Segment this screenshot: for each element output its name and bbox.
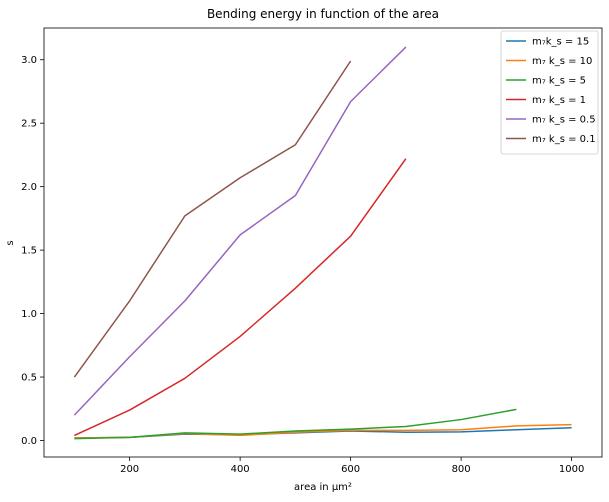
chart-title: Bending energy in function of the area bbox=[207, 7, 439, 21]
series-line-4 bbox=[73, 46, 407, 416]
legend-entry: m₇ k_s = 0.5 bbox=[532, 115, 596, 126]
legend-entry: m₇ k_s = 10 bbox=[532, 56, 592, 67]
x-tick-label: 600 bbox=[341, 464, 360, 475]
legend: m₇k_s = 15 m₇ k_s = 10 m₇ k_s = 5 m₇ k_s = … bbox=[500, 30, 599, 155]
plot-area bbox=[73, 46, 572, 440]
series-line-2 bbox=[74, 408, 517, 440]
x-tick-label: 1000 bbox=[559, 464, 584, 475]
y-tick-label: 1.0 bbox=[21, 309, 37, 320]
series-line-3 bbox=[74, 158, 407, 437]
y-axis-label: s bbox=[5, 240, 16, 245]
legend-entry: m₇ k_s = 1 bbox=[532, 95, 586, 106]
y-tick-label: 3.0 bbox=[21, 55, 37, 66]
y-axis: 0.0 0.5 1.0 1.5 2.0 2.5 3.0 bbox=[21, 55, 44, 447]
plot-frame bbox=[43, 27, 603, 458]
x-axis-label: area in μm² bbox=[294, 482, 352, 493]
y-tick-label: 2.0 bbox=[21, 182, 37, 193]
series-line-5 bbox=[73, 60, 352, 378]
legend-box bbox=[500, 30, 599, 155]
x-tick-label: 400 bbox=[231, 464, 250, 475]
x-tick-label: 800 bbox=[452, 464, 471, 475]
y-tick-label: 1.5 bbox=[21, 246, 37, 257]
y-tick-label: 0.0 bbox=[21, 436, 37, 447]
y-tick-label: 0.5 bbox=[21, 373, 37, 384]
legend-entry: m₇ k_s = 5 bbox=[532, 76, 586, 87]
y-tick-label: 2.5 bbox=[21, 119, 37, 130]
x-tick-label: 200 bbox=[120, 464, 139, 475]
legend-entry: m₇k_s = 15 bbox=[532, 37, 589, 48]
legend-entry: m₇ k_s = 0.1 bbox=[532, 134, 596, 145]
x-axis: 200 400 600 800 1000 bbox=[120, 457, 584, 475]
